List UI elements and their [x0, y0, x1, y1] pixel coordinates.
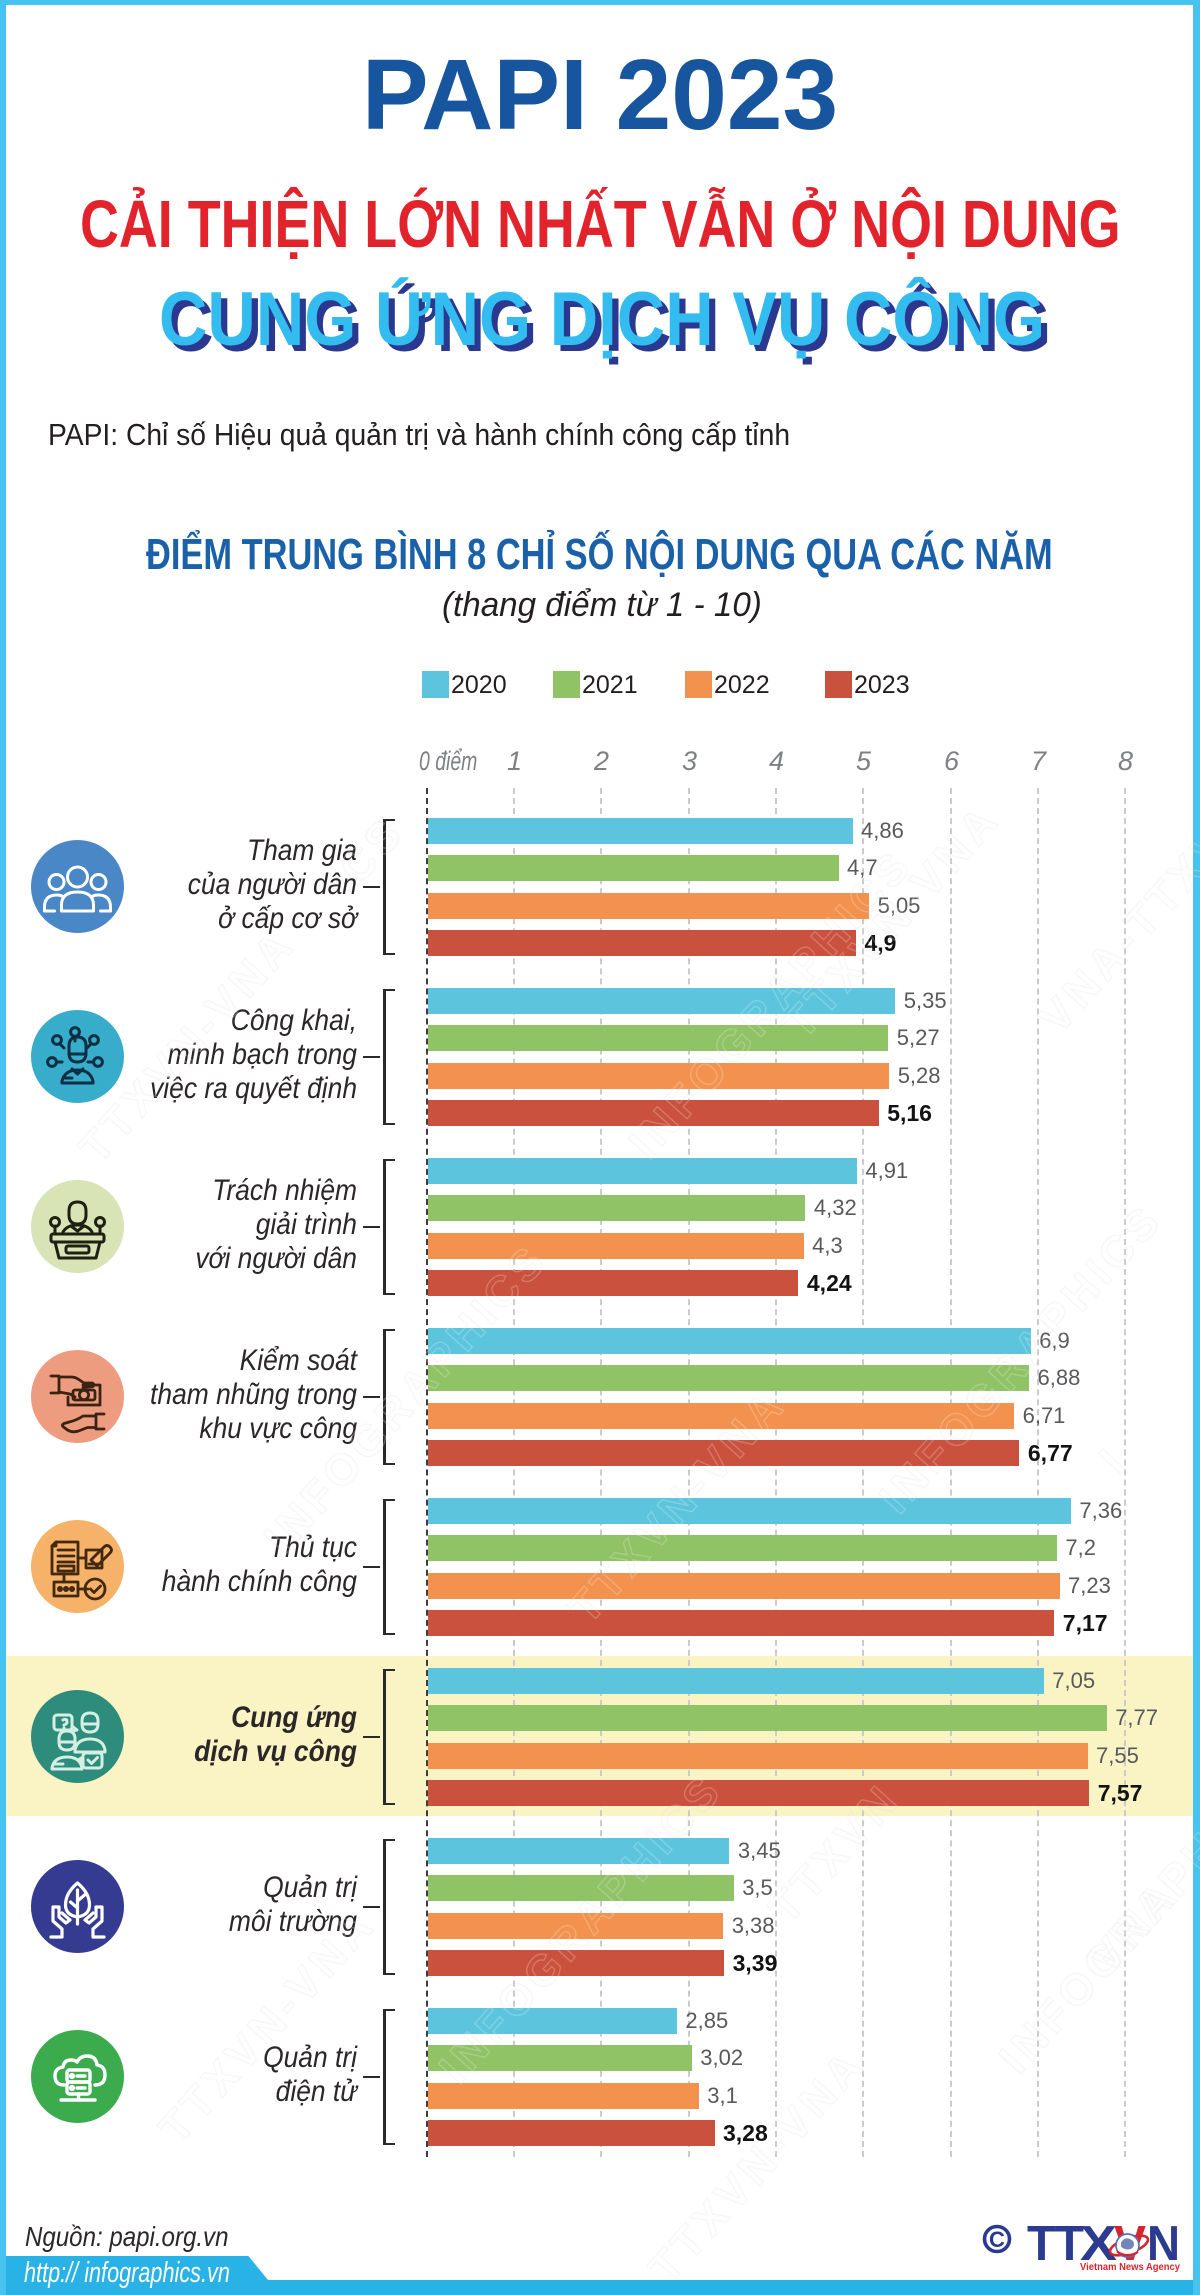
svg-text:C: C	[989, 2227, 1005, 2252]
svg-text:X: X	[1080, 2217, 1117, 2271]
svg-text:T: T	[1055, 2217, 1084, 2271]
svg-text:N: N	[1147, 2217, 1180, 2271]
svg-text:T: T	[1027, 2217, 1056, 2271]
svg-text:Vietnam News Agency: Vietnam News Agency	[1080, 2261, 1180, 2273]
